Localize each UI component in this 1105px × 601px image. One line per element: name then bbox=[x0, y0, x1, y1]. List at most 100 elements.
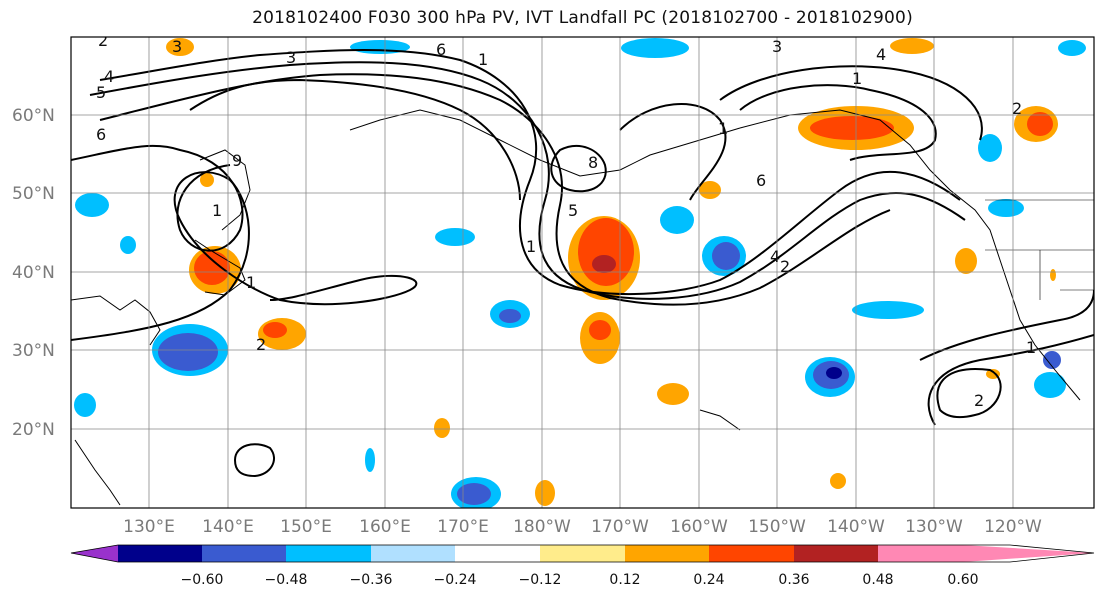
colorbar-tick-label: 0.12 bbox=[609, 572, 640, 588]
colorbar-segment bbox=[540, 545, 625, 562]
contour-label: 9 bbox=[232, 151, 242, 170]
contour-label: 2 bbox=[256, 335, 266, 354]
map-border bbox=[70, 36, 1095, 509]
lon-label: 140°W bbox=[827, 517, 885, 537]
colorbar-segment bbox=[455, 545, 540, 562]
contour-label: 1 bbox=[246, 273, 256, 292]
coast-hawaii bbox=[699, 409, 741, 431]
shade-p6 bbox=[830, 473, 846, 489]
lon-label: 170°W bbox=[591, 517, 649, 537]
colorbar-tick-label: 0.24 bbox=[693, 572, 724, 588]
contour-label: 1 bbox=[1026, 338, 1036, 357]
shade-n16 bbox=[1058, 40, 1086, 56]
shade-n12 bbox=[120, 236, 136, 254]
colorbar-tick-label: 0.60 bbox=[947, 572, 978, 588]
contour-label: 1 bbox=[852, 69, 862, 88]
contour-main-1 bbox=[99, 49, 961, 296]
lon-label: 150°E bbox=[280, 517, 332, 537]
lon-label: 150°W bbox=[748, 517, 806, 537]
lat-label: 50°N bbox=[12, 184, 55, 204]
colorbar-extend-low bbox=[71, 545, 118, 562]
colorbar-tick-label: −0.24 bbox=[434, 572, 477, 588]
shade-p5 bbox=[434, 418, 450, 438]
contour-label: 4 bbox=[770, 247, 780, 266]
shade-n10 bbox=[75, 193, 109, 217]
shade-p8 bbox=[200, 173, 214, 187]
contour-goa-2 bbox=[719, 65, 983, 141]
shade-s2 bbox=[263, 322, 287, 338]
colorbar-segment bbox=[286, 545, 371, 562]
map-title: 2018102400 F030 300 hPa PV, IVT Landfall… bbox=[252, 8, 913, 28]
contour-label: 1 bbox=[478, 50, 488, 69]
shade-p1 bbox=[657, 383, 689, 405]
lon-label: 170°E bbox=[437, 517, 489, 537]
colorbar-tick-label: −0.36 bbox=[350, 572, 393, 588]
shaded-regions bbox=[74, 38, 1086, 508]
coast-north-america bbox=[739, 109, 1081, 401]
shade-n15 bbox=[978, 134, 1002, 162]
latitude-labels: 60°N 50°N 40°N 30°N 20°N bbox=[12, 106, 55, 440]
contour-label: 2 bbox=[1012, 99, 1022, 118]
contour-vortex-1 bbox=[550, 145, 607, 193]
colorbar-outline bbox=[70, 544, 1095, 563]
lat-label: 20°N bbox=[12, 420, 55, 440]
colorbar-tick-label: −0.48 bbox=[265, 572, 308, 588]
shade-n5b bbox=[457, 483, 491, 505]
shade-japan-inner bbox=[194, 251, 230, 285]
shade-southjapan-inner bbox=[158, 333, 218, 371]
colorbar-segment bbox=[371, 545, 455, 562]
shade-n9 bbox=[988, 199, 1024, 217]
shade-goa-inner bbox=[810, 116, 894, 140]
shade-central-core bbox=[592, 255, 616, 273]
lon-label: 130°W bbox=[905, 517, 963, 537]
contour-label: 1 bbox=[718, 119, 728, 138]
gridlines bbox=[71, 37, 1094, 508]
contour-label: 2 bbox=[98, 31, 108, 50]
shade-p3 bbox=[955, 248, 977, 274]
contour-main-4 bbox=[189, 78, 521, 201]
shade-n7 bbox=[852, 301, 924, 319]
shade-n2 bbox=[660, 206, 694, 234]
shade-n8 bbox=[1034, 372, 1066, 398]
contour-label: 5 bbox=[96, 83, 106, 102]
lon-label: 160°W bbox=[670, 517, 728, 537]
colorbar-tick-label: −0.12 bbox=[519, 572, 562, 588]
contour-label: 4 bbox=[876, 45, 886, 64]
shade-p2 bbox=[699, 181, 721, 199]
colorbar-segment bbox=[878, 545, 963, 562]
contour-goa-1 bbox=[739, 84, 937, 161]
lon-label: 130°E bbox=[123, 517, 175, 537]
shade-n4b bbox=[499, 309, 521, 323]
shade-p10 bbox=[1050, 269, 1056, 281]
contour-label: 6 bbox=[756, 171, 766, 190]
contour-label: 6 bbox=[96, 125, 106, 144]
shade-n1b bbox=[712, 242, 740, 270]
contour-label: 2 bbox=[974, 391, 984, 410]
coast-kamchatka-region bbox=[199, 149, 251, 231]
contour-label: 3 bbox=[172, 37, 182, 56]
contour-small-loop bbox=[233, 443, 275, 478]
pv-contours bbox=[71, 49, 1094, 478]
lon-label: 140°E bbox=[202, 517, 254, 537]
shade-p4 bbox=[535, 480, 555, 506]
contour-labels: 3 6 1 3 4 3 4 5 6 8 1 2 9 5 1 6 1 4 1 2 … bbox=[96, 31, 1036, 410]
contour-west-1 bbox=[71, 171, 418, 341]
colorbar-tick-label: −0.60 bbox=[181, 572, 224, 588]
contour-label: 1 bbox=[526, 237, 536, 256]
contour-label: 3 bbox=[772, 37, 782, 56]
colorbar-tick-label: 0.36 bbox=[778, 572, 809, 588]
contour-east-1 bbox=[919, 289, 1094, 361]
contour-east-2 bbox=[936, 368, 1002, 419]
contour-label: 5 bbox=[568, 201, 578, 220]
colorbar-tick-label: 0.48 bbox=[862, 572, 893, 588]
colorbar: −0.60 −0.48 −0.36 −0.24 −0.12 0.12 0.24 … bbox=[70, 544, 1095, 588]
lat-label: 40°N bbox=[12, 263, 55, 283]
lat-label: 30°N bbox=[12, 341, 55, 361]
shade-ne-inner bbox=[1027, 112, 1053, 136]
lon-label: 160°E bbox=[359, 517, 411, 537]
shade-n11 bbox=[74, 393, 96, 417]
coast-alaska-peninsula bbox=[349, 109, 741, 177]
colorbar-segment bbox=[794, 545, 878, 562]
lon-label: 180°W bbox=[513, 517, 571, 537]
